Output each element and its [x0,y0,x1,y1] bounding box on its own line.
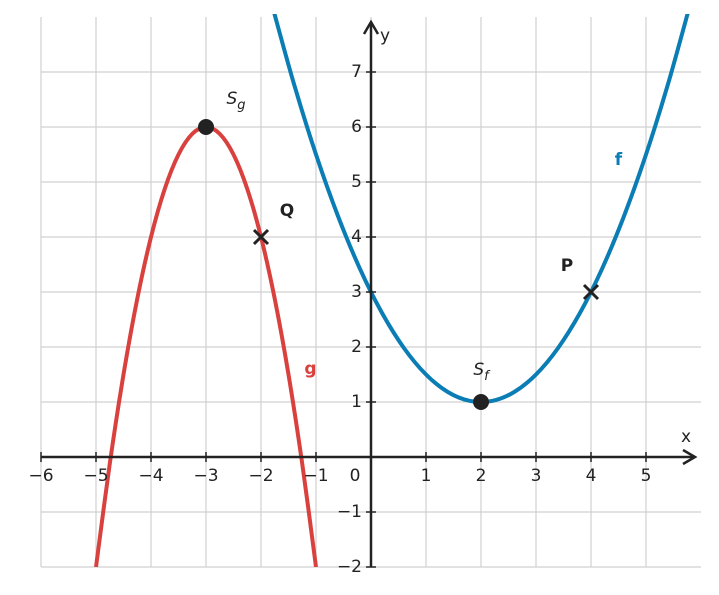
x-tick-label: −3 [193,466,218,486]
y-tick-label: 2 [351,337,362,357]
point-dot [473,394,489,410]
point-label-main: S [226,89,237,109]
point-cross [582,283,600,301]
y-tick-label: 6 [351,117,362,137]
x-axis-label: x [681,427,691,447]
x-tick-label: 3 [531,466,542,486]
curve-label: f [615,150,623,170]
x-tick-label: 2 [476,466,487,486]
x-tick-label: −2 [248,466,273,486]
y-axis-arrow [362,19,380,35]
y-tick-label: 7 [351,62,362,82]
x-tick-label: 5 [641,466,652,486]
y-tick-label: 5 [351,172,362,192]
x-axis-arrow [682,448,698,466]
curves [94,14,690,567]
point-label: Sf [473,360,491,384]
y-tick-label: 4 [351,227,362,247]
point-label-sub: f [484,369,491,384]
x-tick-label: −1 [303,466,328,486]
y-tick-label: 3 [351,282,362,302]
point-label-sub: g [237,98,245,113]
x-tick-label: 1 [421,466,432,486]
point-dot [198,119,214,135]
point-label-main: S [473,360,484,380]
x-tick-label: 4 [586,466,597,486]
y-tick-label: 1 [351,392,362,412]
y-tick-label: −2 [337,557,362,577]
y-axis-label: y [380,26,390,46]
axes: −6 −5 −4 −3 −2 −1 0 1 2 3 4 5 −2 −1 1 2 3 4 5 6 7 x y [28,19,698,577]
curve-label: g [304,359,316,379]
point-label: Q [280,201,294,221]
point-label: P [561,256,573,276]
y-tick-label: −1 [337,502,362,522]
point-label: Sg [226,89,245,113]
x-tick-label: −4 [138,466,163,486]
point-cross [252,228,270,246]
x-tick-label: −5 [83,466,108,486]
x-tick-label: −6 [28,466,53,486]
x-tick-label: 0 [350,466,361,486]
